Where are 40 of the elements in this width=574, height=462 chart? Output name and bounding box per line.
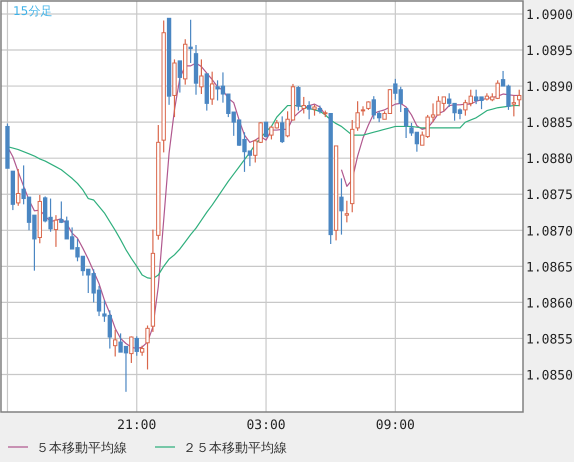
- y-tick-label: 1.0865: [526, 260, 573, 276]
- candlestick: [145, 324, 150, 370]
- y-tick-label: 1.0860: [526, 296, 573, 312]
- candlestick: [199, 58, 204, 95]
- y-tick-label: 1.0890: [526, 80, 573, 96]
- x-tick-label: 21:00: [117, 418, 156, 433]
- candlestick: [129, 336, 134, 364]
- legend-label: ２５本移動平均線: [183, 441, 287, 456]
- candlestick: [210, 71, 214, 106]
- x-tick-label: 03:00: [246, 418, 286, 433]
- candlestick: [344, 200, 350, 223]
- x-tick-label: 09:00: [376, 418, 415, 433]
- candlestick: [512, 94, 516, 117]
- y-tick-label: 1.0885: [526, 116, 573, 132]
- candlestick: [264, 122, 268, 138]
- chart-title: 15分足: [13, 4, 52, 18]
- candlestick: [404, 108, 408, 139]
- candlestick: [339, 178, 344, 236]
- candlestick: [188, 19, 193, 64]
- candlestick: [140, 345, 144, 356]
- candlestick: [54, 214, 58, 248]
- y-tick-label: 1.0850: [526, 368, 573, 384]
- candlestick: [134, 336, 139, 356]
- y-tick-label: 1.0900: [526, 8, 573, 23]
- candlestick: [16, 168, 20, 206]
- y-tick-label: 1.0895: [526, 44, 573, 60]
- candlestick: [113, 329, 118, 358]
- candlestick: [306, 100, 312, 120]
- y-tick-label: 1.0870: [526, 224, 573, 240]
- candlestick: [296, 85, 301, 112]
- candlestick: [178, 60, 182, 94]
- candlestick: [312, 104, 317, 116]
- candlestick: [280, 116, 284, 144]
- candlestick: [355, 100, 360, 132]
- candlestick: [302, 96, 306, 114]
- legend-label: ５本移動平均線: [36, 441, 127, 456]
- y-tick-label: 1.0855: [526, 332, 573, 348]
- y-tick-label: 1.0875: [526, 188, 573, 204]
- y-tick-label: 1.0880: [526, 152, 573, 168]
- candlestick: [360, 106, 366, 116]
